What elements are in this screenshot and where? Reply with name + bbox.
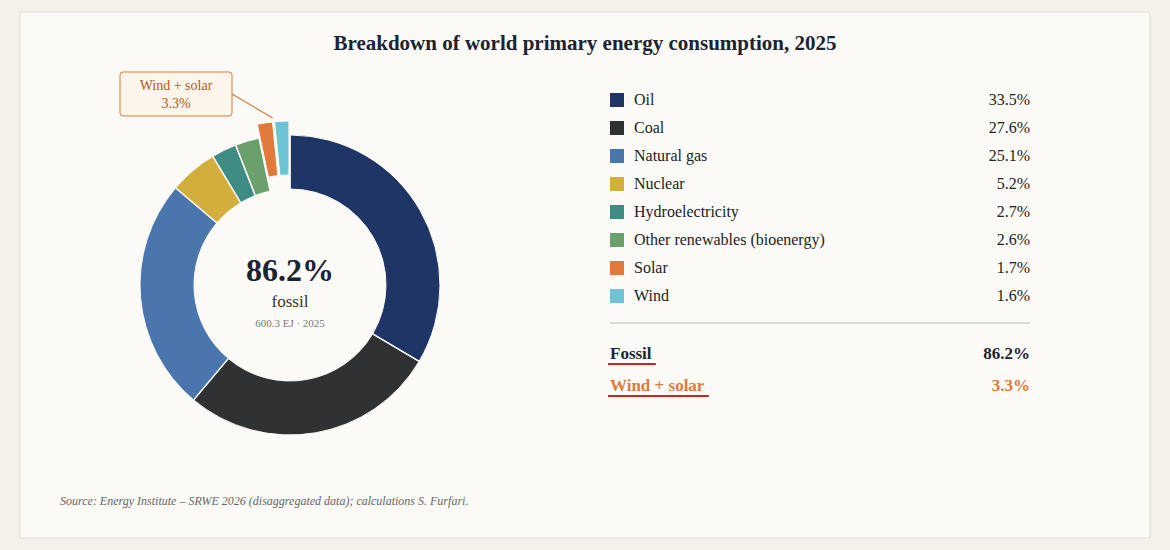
legend-value: 25.1% <box>989 147 1030 164</box>
source: Source: Energy Institute – SRWE 2026 (di… <box>60 494 468 508</box>
legend-swatch <box>610 149 624 163</box>
legend-value: 1.6% <box>997 287 1030 304</box>
legend-label: Natural gas <box>634 147 707 165</box>
legend-label: Wind <box>634 287 669 304</box>
legend-swatch <box>610 177 624 191</box>
paper <box>20 12 1150 538</box>
summary-value: 3.3% <box>992 376 1030 395</box>
title: Breakdown of world primary energy consum… <box>333 31 836 55</box>
legend-label: Other renewables (bioenergy) <box>634 231 825 249</box>
summary-label: Fossil <box>610 344 652 363</box>
donut: 86.2% fossil 600.3 EJ · 2025 <box>140 121 440 435</box>
legend-value: 2.6% <box>997 231 1030 248</box>
underline <box>608 395 709 397</box>
legend-value: 2.7% <box>997 203 1030 220</box>
separator <box>610 323 1030 324</box>
legend-value: 33.5% <box>989 91 1030 108</box>
legend-label: Hydroelectricity <box>634 203 739 221</box>
legend-label: Oil <box>634 91 655 108</box>
legend-swatch <box>610 205 624 219</box>
slice <box>275 121 289 175</box>
summary-label: Wind + solar <box>610 376 705 395</box>
legend: Oil 33.5% Coal 27.6% Natural gas 25.1% Nuclear… <box>610 91 1030 304</box>
center-value: 86.2% <box>246 252 334 288</box>
chart: Breakdown of world primary energy consum… <box>0 0 1170 550</box>
legend-value: 27.6% <box>989 119 1030 136</box>
slice <box>194 334 419 435</box>
legend-label: Solar <box>634 259 668 276</box>
legend-value: 1.7% <box>997 259 1030 276</box>
center-caption: fossil <box>272 292 309 311</box>
legend-swatch <box>610 121 624 135</box>
summary-value: 86.2% <box>983 344 1030 363</box>
slice <box>257 122 278 177</box>
legend-value: 5.2% <box>997 175 1030 192</box>
center-note: 600.3 EJ · 2025 <box>255 317 325 329</box>
annotation-value: 3.3% <box>161 96 191 111</box>
underline <box>608 363 656 365</box>
legend-swatch <box>610 289 624 303</box>
leader-line <box>232 94 273 118</box>
legend-label: Coal <box>634 119 665 136</box>
legend-swatch <box>610 233 624 247</box>
annotation-text: Wind + solar <box>140 78 213 93</box>
legend-swatch <box>610 261 624 275</box>
legend-label: Nuclear <box>634 175 685 192</box>
annotation-box <box>120 72 232 116</box>
legend-swatch <box>610 93 624 107</box>
